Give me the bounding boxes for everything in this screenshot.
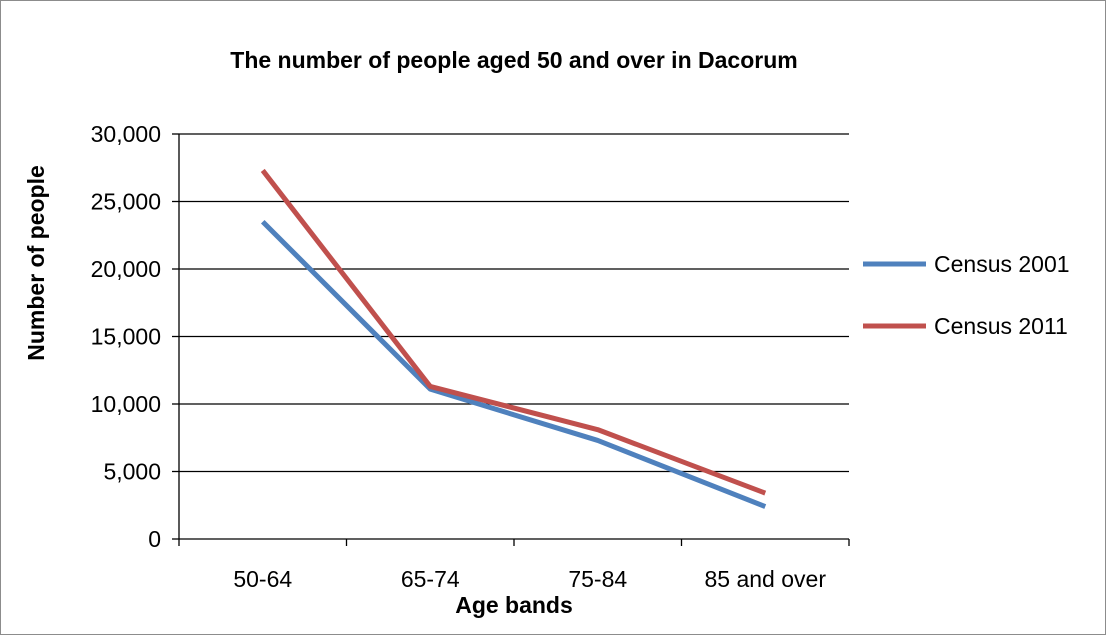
- y-axis-label: Number of people: [23, 165, 49, 361]
- y-tick-label: 10,000: [91, 391, 161, 417]
- x-tick-label: 85 and over: [705, 566, 827, 592]
- legend: Census 2001 Census 2011: [863, 251, 1070, 339]
- x-axis-ticks: 50-64 65-74 75-84 85 and over: [178, 539, 850, 592]
- y-axis-ticks: 0 5,000 10,000 15,000 20,000 25,000 30,000: [91, 121, 161, 552]
- legend-label: Census 2011: [934, 313, 1068, 339]
- x-tick-label: 65-74: [401, 566, 460, 592]
- x-axis-label: Age bands: [455, 592, 573, 618]
- x-tick-label: 50-64: [233, 566, 292, 592]
- y-tick-label: 5,000: [103, 459, 161, 485]
- legend-label: Census 2001: [934, 251, 1070, 277]
- y-tick-label: 25,000: [91, 189, 161, 215]
- y-tick-label: 0: [148, 526, 161, 552]
- series-lines: [260, 168, 767, 509]
- y-tick-label: 30,000: [91, 121, 161, 147]
- series-line: [260, 219, 767, 509]
- chart-title: The number of people aged 50 and over in…: [230, 47, 797, 73]
- series-line: [260, 168, 767, 496]
- gridlines: [172, 133, 849, 540]
- y-tick-label: 20,000: [91, 256, 161, 282]
- y-tick-label: 15,000: [91, 324, 161, 350]
- x-tick-label: 75-84: [568, 566, 627, 592]
